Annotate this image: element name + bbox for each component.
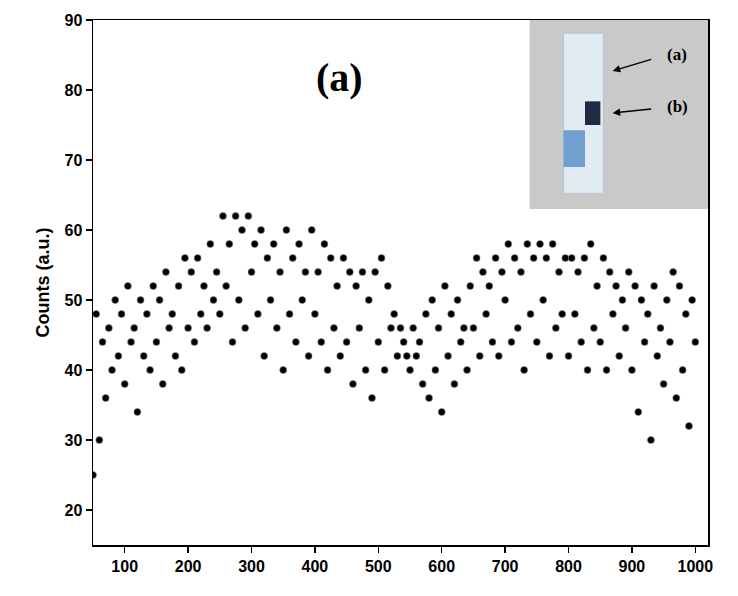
svg-text:30: 30 bbox=[65, 432, 83, 449]
svg-text:300: 300 bbox=[238, 558, 265, 575]
svg-text:40: 40 bbox=[65, 362, 83, 379]
svg-text:1000: 1000 bbox=[678, 558, 714, 575]
svg-text:60: 60 bbox=[65, 222, 83, 239]
svg-text:90: 90 bbox=[65, 12, 83, 29]
svg-text:500: 500 bbox=[365, 558, 392, 575]
svg-text:20: 20 bbox=[65, 502, 83, 519]
svg-text:70: 70 bbox=[65, 152, 83, 169]
svg-text:100: 100 bbox=[111, 558, 138, 575]
svg-text:50: 50 bbox=[65, 292, 83, 309]
svg-text:(a): (a) bbox=[667, 45, 687, 64]
svg-text:600: 600 bbox=[428, 558, 455, 575]
svg-text:700: 700 bbox=[492, 558, 519, 575]
svg-text:(a): (a) bbox=[316, 55, 363, 100]
svg-text:800: 800 bbox=[555, 558, 582, 575]
svg-text:(b): (b) bbox=[667, 97, 688, 116]
svg-text:Counts (a.u.): Counts (a.u.) bbox=[33, 228, 53, 338]
svg-text:200: 200 bbox=[175, 558, 202, 575]
svg-text:400: 400 bbox=[302, 558, 329, 575]
svg-text:80: 80 bbox=[65, 82, 83, 99]
svg-text:900: 900 bbox=[619, 558, 646, 575]
